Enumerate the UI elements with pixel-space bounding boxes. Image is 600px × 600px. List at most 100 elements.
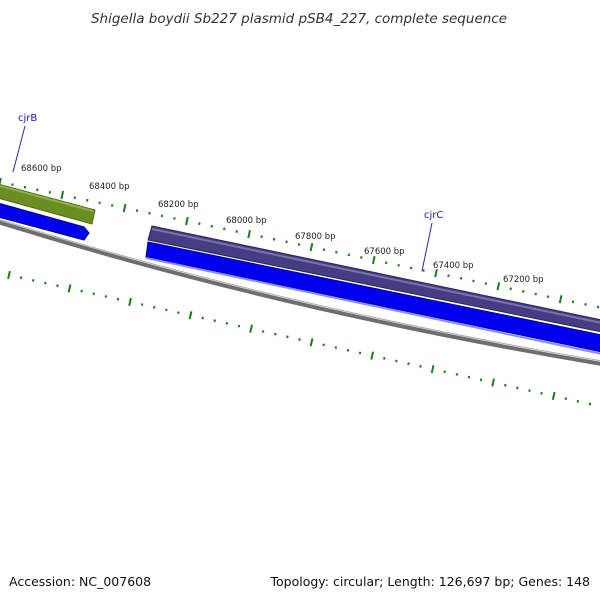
outer-ring-major-tick — [185, 216, 189, 226]
inner-ring-minor-tick — [346, 348, 350, 352]
inner-ring-minor-tick — [576, 399, 580, 403]
cds-arrow-right[interactable] — [145, 241, 600, 353]
inner-tick-ring — [7, 270, 592, 406]
outer-ring-minor-tick — [86, 198, 89, 202]
outer-ring-major-tick — [0, 177, 2, 187]
plasmid-backbone-shade — [0, 219, 600, 362]
outer-ring-minor-tick — [335, 250, 338, 254]
inner-ring-major-tick — [430, 364, 435, 374]
outer-ring-minor-tick — [484, 282, 488, 285]
inner-ring-minor-tick — [104, 295, 108, 298]
inner-ring-minor-tick — [443, 370, 446, 374]
outer-ring-minor-tick — [360, 256, 363, 259]
inner-ring-minor-tick — [516, 386, 519, 390]
inner-ring-minor-tick — [479, 378, 483, 382]
gene-label-cjrB[interactable]: cjrB — [18, 113, 37, 124]
outer-ring-minor-tick — [48, 190, 52, 194]
inner-ring-minor-tick — [504, 383, 507, 387]
inner-ring-minor-tick — [588, 402, 592, 406]
outer-ring-minor-tick — [285, 240, 288, 244]
inner-ring-major-tick — [67, 284, 72, 293]
inner-ring-minor-tick — [395, 359, 398, 363]
inner-ring-minor-tick — [407, 362, 410, 366]
inner-ring-major-tick — [249, 324, 253, 333]
ruler-labels: 68600 bp 68400 bp 68200 bp 68000 bp 6780… — [21, 164, 544, 285]
inner-ring-minor-tick — [201, 316, 204, 320]
inner-ring-minor-tick — [165, 308, 168, 312]
inner-ring-minor-tick — [153, 305, 156, 309]
outer-ring-major-tick — [309, 242, 314, 252]
gene-label-cjrB-leader — [12, 125, 26, 173]
inner-ring-minor-tick — [419, 364, 422, 368]
outer-ring-minor-tick — [260, 235, 263, 239]
gene-feature-cjrB-highlight — [0, 185, 94, 212]
outer-ring-major-tick — [247, 229, 251, 239]
outer-ring-minor-tick — [23, 185, 27, 189]
gene-feature-cjrB[interactable] — [0, 184, 96, 225]
ruler-label-68200: 68200 bp — [158, 200, 199, 210]
inner-ring-minor-tick — [564, 397, 568, 401]
outer-ring-minor-tick — [347, 253, 351, 257]
inner-ring-minor-tick — [540, 391, 543, 395]
outer-ring-minor-tick — [36, 188, 39, 192]
gene-label-cjrC-leader — [421, 222, 433, 272]
inner-ring-major-tick — [128, 297, 132, 307]
outer-ring-minor-tick — [472, 279, 475, 283]
inner-ring-minor-tick — [116, 297, 120, 301]
outer-tick-ring — [0, 177, 600, 309]
inner-ring-major-tick — [370, 351, 374, 360]
inner-ring-minor-tick — [274, 332, 277, 336]
outer-ring-minor-tick — [235, 230, 238, 233]
outer-ring-minor-tick — [135, 209, 139, 213]
outer-ring-minor-tick — [546, 295, 550, 299]
outer-ring-minor-tick — [198, 222, 201, 226]
outer-ring-minor-tick — [534, 292, 537, 296]
ruler-label-67400: 67400 bp — [433, 261, 474, 271]
inner-ring-minor-tick — [31, 278, 35, 282]
outer-ring-major-tick — [122, 203, 127, 213]
ruler-label-67600: 67600 bp — [364, 247, 405, 257]
inner-ring-minor-tick — [80, 289, 83, 293]
inner-ring-minor-tick — [19, 276, 23, 280]
outer-ring-minor-tick — [223, 227, 226, 231]
plasmid-backbone — [0, 220, 600, 366]
gene-feature-cjrC-highlight — [151, 228, 600, 324]
ruler-label-68400: 68400 bp — [89, 182, 130, 192]
ruler-label-67800: 67800 bp — [295, 232, 336, 242]
outer-ring-minor-tick — [397, 263, 400, 267]
outer-ring-minor-tick — [210, 224, 213, 228]
inner-ring-minor-tick — [322, 343, 325, 347]
outer-ring-major-tick — [558, 295, 563, 304]
outer-ring-minor-tick — [110, 204, 114, 207]
ruler-label-68600: 68600 bp — [21, 164, 62, 174]
accession-text: Accession: NC_007608 — [9, 574, 152, 589]
outer-ring-minor-tick — [459, 276, 463, 280]
inner-ring-major-tick — [309, 338, 314, 347]
inner-ring-minor-tick — [44, 281, 47, 285]
outer-ring-major-tick — [496, 282, 501, 291]
outer-ring-minor-tick — [584, 302, 587, 306]
cds-arrow-right-shadow — [145, 257, 600, 355]
inner-ring-minor-tick — [237, 324, 241, 328]
outer-ring-minor-tick — [322, 248, 326, 252]
topology-text: Topology: circular; Length: 126,697 bp; … — [270, 574, 591, 589]
outer-ring-minor-tick — [98, 201, 101, 205]
inner-ring-minor-tick — [528, 389, 531, 392]
cds-arrow-left[interactable] — [0, 203, 90, 241]
outer-ring-minor-tick — [522, 289, 525, 293]
inner-ring-major-tick — [7, 270, 11, 280]
outer-ring-minor-tick — [73, 196, 76, 200]
inner-ring-minor-tick — [140, 303, 144, 306]
outer-ring-minor-tick — [11, 183, 14, 187]
inner-ring-minor-tick — [225, 321, 229, 325]
inner-ring-minor-tick — [467, 375, 471, 379]
inner-ring-major-tick — [551, 391, 556, 401]
outer-ring-minor-tick — [509, 287, 512, 291]
outer-ring-minor-tick — [409, 266, 413, 270]
ruler-label-67200: 67200 bp — [503, 275, 544, 285]
gene-label-cjrC[interactable]: cjrC — [424, 210, 443, 221]
ruler-label-68000: 68000 bp — [226, 216, 267, 226]
outer-ring-minor-tick — [160, 214, 164, 218]
outer-ring-minor-tick — [173, 217, 176, 220]
